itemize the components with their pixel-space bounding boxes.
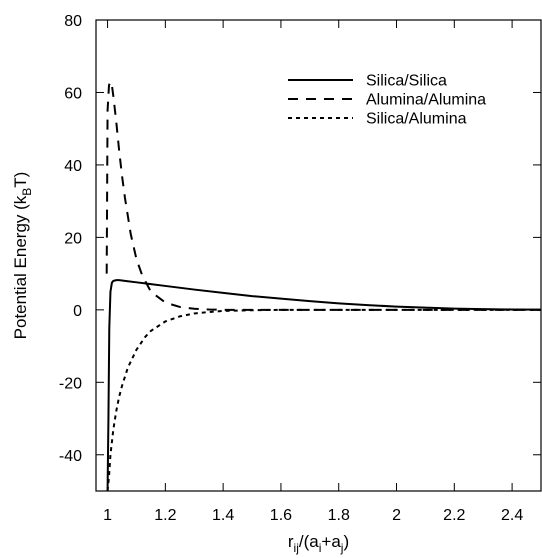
x-tick-label: 1.4	[212, 507, 234, 524]
y-tick-label: 80	[64, 13, 82, 30]
plot-frame	[95, 19, 542, 492]
y-tick-label: -40	[59, 448, 82, 465]
y-axis-ticks: -40 -20 0 20 40 60 80	[59, 13, 541, 465]
legend: Silica/Silica Alumina/Alumina Silica/Alumi…	[288, 73, 486, 128]
y-axis-label: Potential Energy (kBT)	[11, 172, 34, 340]
x-tick-label: 1.2	[154, 507, 176, 524]
series-line-2	[105, 78, 541, 311]
legend-label-1: Silica/Silica	[366, 73, 447, 90]
x-axis-label: rij/(ai+aj)	[288, 532, 349, 555]
x-tick-label: 2.4	[501, 507, 523, 524]
y-tick-label: 40	[64, 158, 82, 175]
x-tick-label: 2.2	[443, 507, 465, 524]
x-tick-label: 2	[392, 507, 401, 524]
y-tick-label: 0	[73, 303, 82, 320]
x-tick-label: 1	[103, 507, 112, 524]
series-line-1	[106, 279, 541, 491]
x-tick-label: 1.8	[328, 507, 350, 524]
y-tick-label: 60	[64, 85, 82, 102]
series-layer	[105, 78, 541, 491]
y-tick-label: -20	[59, 375, 82, 392]
x-tick-label: 1.6	[270, 507, 292, 524]
legend-label-3: Silica/Alumina	[366, 111, 467, 128]
y-tick-label: 20	[64, 230, 82, 247]
legend-label-2: Alumina/Alumina	[366, 92, 486, 109]
series-line-3	[106, 308, 541, 491]
x-axis-ticks: 1 1.2 1.4 1.6 1.8 2 2.2 2.4	[103, 20, 523, 524]
